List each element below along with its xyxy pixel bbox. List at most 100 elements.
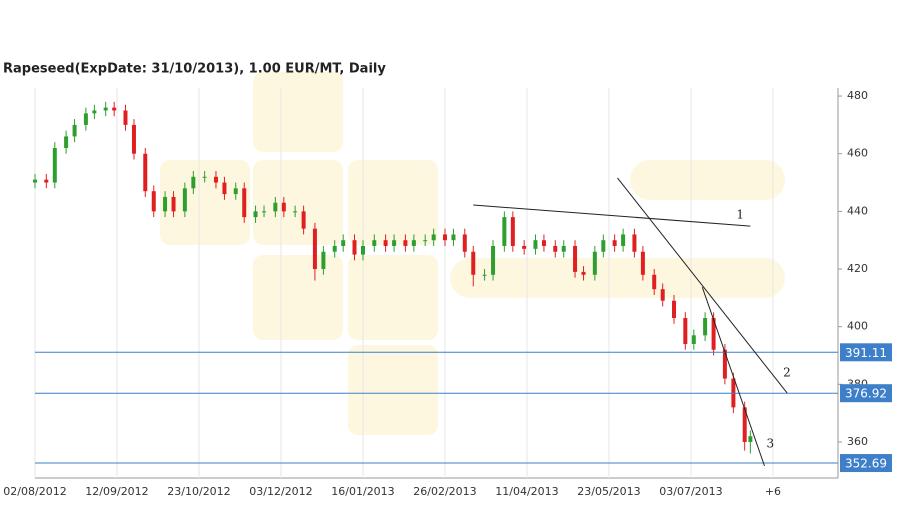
y-tick-label: 440	[847, 204, 868, 217]
level-label: 391.11	[845, 346, 887, 360]
candle-body	[553, 245, 558, 252]
candle-body	[392, 240, 397, 246]
trend-label: 3	[766, 436, 774, 450]
candle-body	[233, 188, 238, 195]
x-tick-label: 26/02/2013	[413, 485, 476, 498]
candle-body	[742, 407, 747, 442]
candle-body	[592, 251, 597, 275]
candle-body	[352, 240, 357, 255]
candle-body	[213, 176, 218, 183]
candle-body	[691, 335, 696, 344]
candle-body	[581, 271, 586, 275]
candle-body	[321, 251, 326, 270]
candle-body	[273, 202, 278, 212]
candle-body	[652, 274, 657, 290]
candle-body	[672, 300, 677, 319]
level-label: 376.92	[845, 387, 887, 401]
trend-label: 1	[736, 208, 744, 222]
candle-body	[462, 234, 467, 252]
candle-body	[510, 217, 515, 246]
candle-body	[451, 234, 456, 241]
candle-body	[621, 234, 626, 246]
x-tick-label: +6	[765, 485, 781, 498]
candle-body	[403, 240, 408, 246]
candle-body	[533, 240, 538, 249]
candle-body	[301, 211, 306, 229]
candle-body	[222, 182, 227, 195]
candle-body	[163, 196, 168, 212]
x-tick-label: 16/01/2013	[331, 485, 394, 498]
candle-body	[502, 217, 507, 246]
candle-body	[482, 274, 487, 276]
candle-body	[541, 240, 546, 246]
candle-body	[711, 318, 716, 350]
candle-body	[471, 251, 476, 275]
trend-line	[701, 287, 765, 467]
candle-body	[703, 318, 708, 336]
candle-body	[431, 234, 436, 241]
level-label-box	[840, 343, 892, 362]
candle-body	[632, 234, 637, 252]
candle-body	[423, 240, 428, 242]
candle-body	[491, 245, 496, 275]
candle-body	[182, 188, 187, 212]
candle-body	[33, 179, 37, 183]
x-tick-label: 03/12/2012	[249, 485, 312, 498]
candle-body	[123, 110, 128, 125]
y-tick-label: 420	[847, 262, 868, 275]
candle-body	[640, 251, 645, 275]
x-tick-label: 02/08/2012	[3, 485, 66, 498]
candle-body	[601, 240, 606, 252]
candle-body	[573, 245, 578, 272]
candle-body	[722, 349, 727, 379]
candle-body	[612, 240, 617, 246]
candle-body	[522, 245, 527, 249]
candle-body	[64, 136, 69, 148]
candle-body	[253, 211, 258, 218]
candle-body	[202, 176, 207, 178]
y-tick-label: 360	[847, 435, 868, 448]
candle-body	[171, 196, 176, 212]
candle-body	[52, 147, 57, 183]
trend-line	[617, 177, 788, 394]
level-label: 352.69	[845, 457, 887, 471]
x-tick-label: 12/09/2012	[85, 485, 148, 498]
candle-body	[442, 234, 447, 241]
candle-body	[191, 176, 196, 189]
candle-body	[683, 318, 688, 344]
candle-body	[748, 436, 753, 442]
candle-body	[341, 240, 346, 246]
candle-body	[44, 179, 49, 183]
candle-body	[143, 153, 148, 192]
level-label-box	[840, 384, 892, 403]
candle-body	[83, 113, 88, 125]
candle-body	[332, 245, 337, 252]
x-tick-label: 23/10/2012	[167, 485, 230, 498]
x-tick-label: 23/05/2013	[577, 485, 640, 498]
candle-body	[131, 124, 136, 154]
candle-body	[660, 289, 665, 301]
candle-body	[312, 228, 317, 270]
y-tick-label: 480	[847, 89, 868, 102]
candle-body	[372, 240, 377, 246]
candle-body	[262, 211, 267, 213]
candle-body	[293, 211, 298, 213]
candle-body	[151, 191, 156, 212]
y-tick-label: 400	[847, 320, 868, 333]
candle-body	[242, 188, 247, 218]
candle-body	[561, 245, 566, 252]
candle-body	[360, 245, 365, 255]
x-tick-label: 11/04/2013	[495, 485, 558, 498]
x-tick-label: 03/07/2013	[659, 485, 722, 498]
candle-body	[103, 107, 108, 111]
y-tick-label: 460	[847, 147, 868, 160]
candle-body	[411, 240, 416, 246]
chart-title: Rapeseed(ExpDate: 31/10/2013), 1.00 EUR/…	[3, 62, 386, 77]
watermark	[160, 72, 785, 435]
candle-body	[72, 124, 77, 137]
trend-line	[473, 204, 751, 227]
candle-body	[112, 107, 117, 111]
candle-body	[383, 240, 388, 246]
trend-label: 2	[783, 365, 791, 379]
